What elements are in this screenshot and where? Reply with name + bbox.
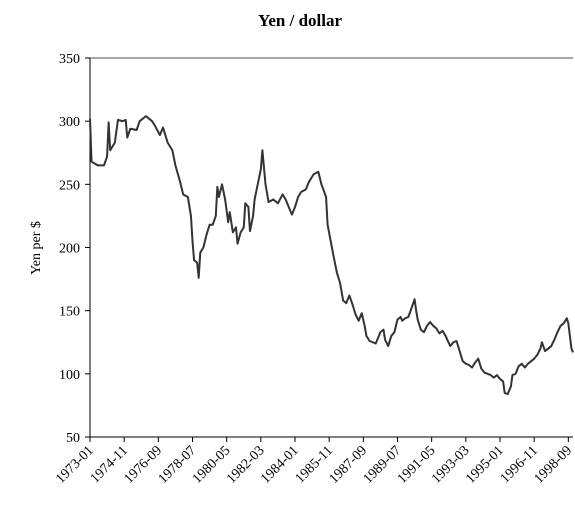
data-line	[89, 115, 574, 396]
y-axis-label: Yen per $	[29, 221, 44, 275]
y-tick-label: 300	[59, 115, 80, 130]
x-tick-label: 1998-09	[532, 443, 575, 487]
x-tick-label: 1995-01	[463, 443, 507, 487]
chart-title: Yen / dollar	[258, 11, 343, 30]
y-tick-label: 150	[59, 305, 80, 320]
y-tick-label: 250	[59, 178, 80, 193]
x-tick-label: 1984-01	[258, 443, 302, 487]
y-tick-label: 350	[59, 52, 80, 67]
x-tick-label: 1973-01	[53, 443, 97, 487]
y-tick-label: 100	[59, 368, 80, 383]
y-tick-label: 50	[66, 431, 80, 446]
y-tick-label: 200	[59, 242, 80, 257]
